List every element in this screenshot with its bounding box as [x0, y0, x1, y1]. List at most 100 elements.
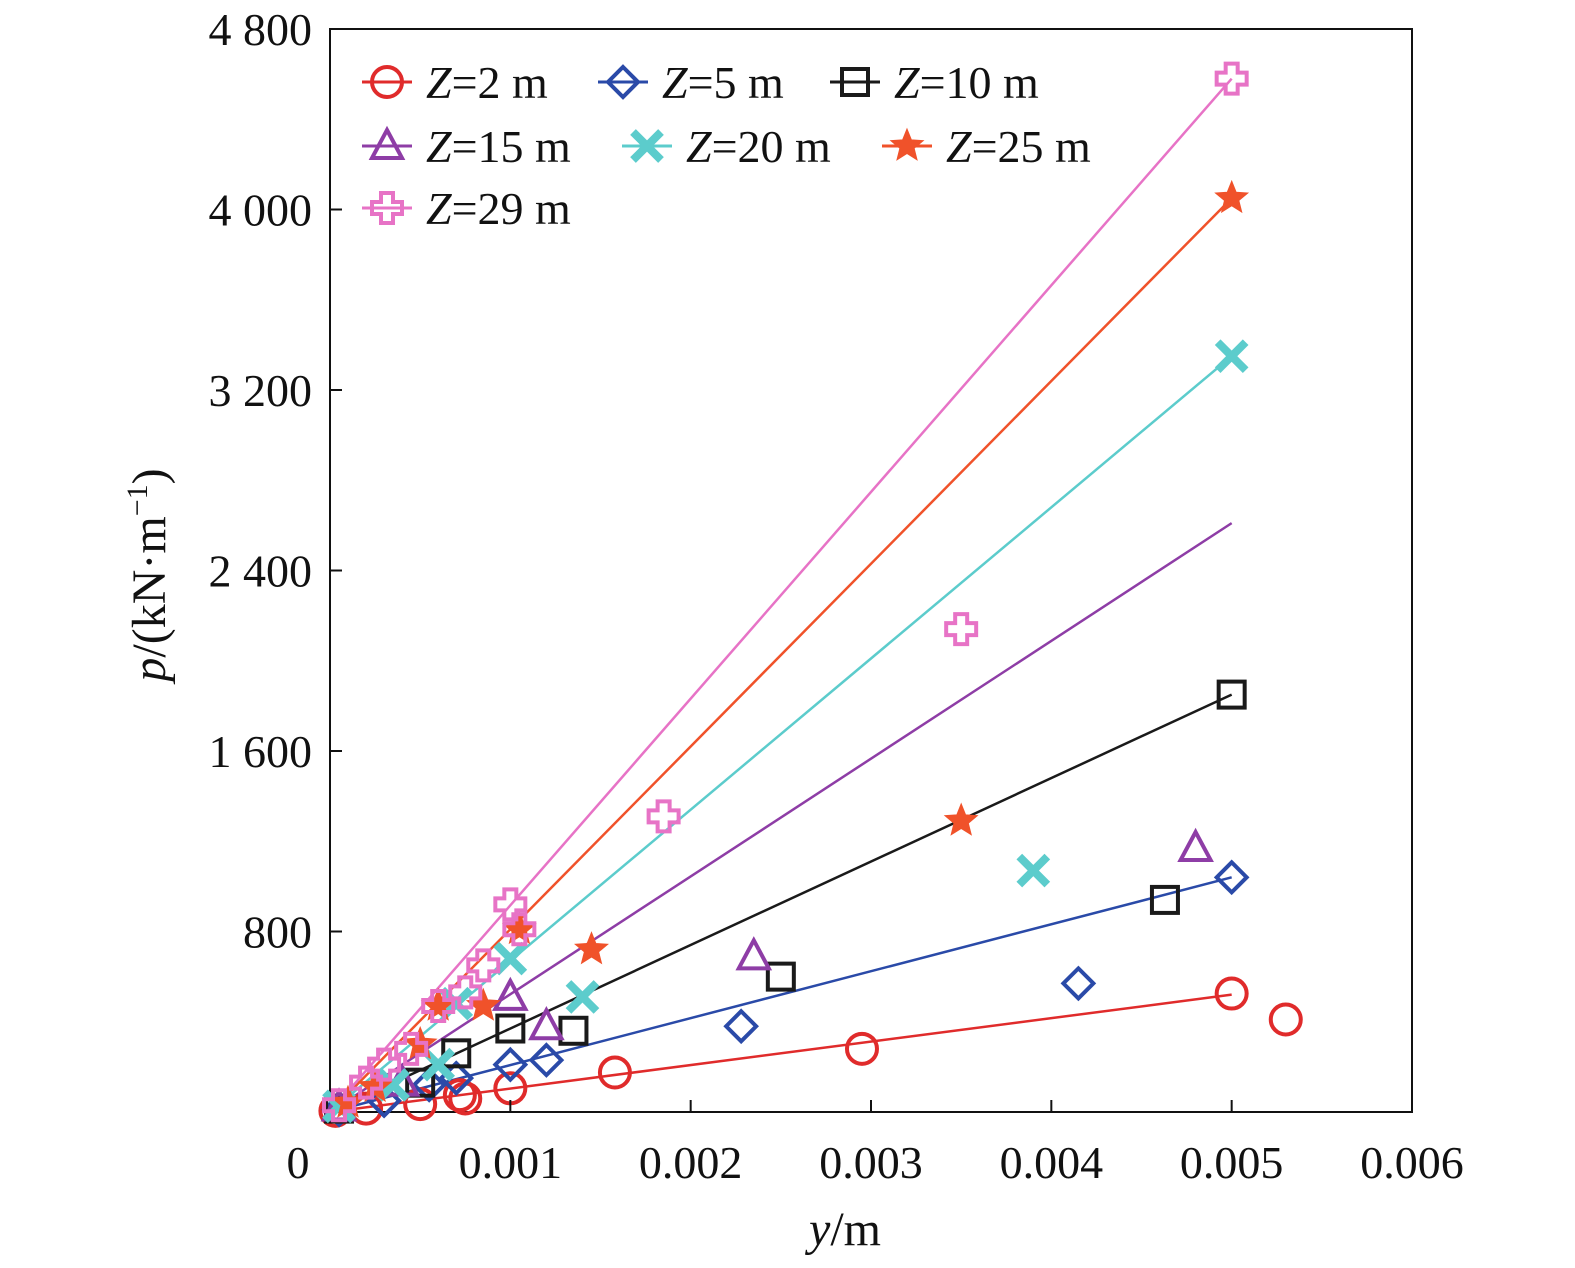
- data-point: [367, 1047, 402, 1082]
- legend-value: =10 m: [920, 57, 1039, 108]
- data-point: [646, 799, 681, 834]
- data-point: [493, 887, 528, 922]
- legend-marker: [889, 127, 925, 161]
- x-tick-label: 0.005: [1180, 1137, 1284, 1188]
- data-point: [528, 1042, 565, 1078]
- data-point: [357, 1068, 393, 1102]
- legend-value: =15 m: [452, 121, 571, 172]
- tick-labels: 0 0.001 0.002 0.003 0.004 0.005 0.006 800 1 600 2…: [209, 4, 1464, 1188]
- legend-var: Z: [662, 57, 688, 108]
- data-point: [441, 1038, 472, 1069]
- data-point: [844, 1031, 879, 1066]
- x-axis-var: y: [804, 1203, 831, 1256]
- legend-value: =2 m: [452, 57, 548, 108]
- legend-marker: [605, 64, 641, 100]
- series-line: [329, 197, 1233, 1113]
- y-axis-label: p/(kN·m−1): [121, 468, 176, 684]
- y-tick-label: 1 600: [209, 726, 313, 777]
- legend-label: Z=2 m: [426, 57, 548, 108]
- data-point: [1216, 679, 1247, 710]
- legend-value: =5 m: [688, 57, 784, 108]
- data-point: [943, 802, 979, 836]
- legend-marker: [840, 67, 870, 97]
- legend-var: Z: [686, 121, 712, 172]
- data-point: [421, 988, 456, 1023]
- x-tick-label: 0: [287, 1137, 310, 1188]
- legend-label: Z=29 m: [426, 183, 571, 234]
- data-point: [349, 1065, 384, 1100]
- legend-label: Z=10 m: [894, 57, 1039, 108]
- y-tick-label: 800: [243, 907, 312, 958]
- data-point: [1016, 853, 1051, 888]
- series-points: [318, 61, 1303, 1128]
- data-point: [1060, 965, 1097, 1002]
- y-axis-unit-close: ): [123, 468, 176, 484]
- legend-item: Z=2 m: [362, 57, 548, 108]
- y-tick-label: 2 400: [209, 546, 313, 597]
- legend-marker: [368, 125, 406, 160]
- legend-item: Z=10 m: [830, 57, 1039, 108]
- y-axis-unit-sup: −1: [121, 484, 154, 516]
- legend-marker: [370, 65, 404, 99]
- legend-item: Z=15 m: [362, 121, 571, 172]
- data-point: [448, 975, 483, 1010]
- series-line: [329, 693, 1233, 1114]
- data-point: [1214, 976, 1249, 1011]
- legend-item: Z=25 m: [882, 121, 1091, 172]
- legend-item: Z=5 m: [598, 57, 784, 108]
- data-point: [322, 1088, 357, 1123]
- legend-label: Z=25 m: [946, 121, 1091, 172]
- series-line: [329, 522, 1233, 1114]
- x-tick-label: 0.003: [819, 1137, 923, 1188]
- data-point: [597, 1055, 632, 1090]
- y-tick-label: 4 800: [209, 4, 313, 55]
- data-point: [528, 1006, 565, 1041]
- legend-label: Z=5 m: [662, 57, 784, 108]
- data-point: [492, 1046, 529, 1083]
- data-point: [558, 1015, 589, 1046]
- data-point: [1268, 1002, 1303, 1037]
- data-point: [491, 976, 529, 1011]
- data-point: [495, 1013, 526, 1044]
- y-tick-label: 4 000: [209, 185, 313, 236]
- legend-label: Z=20 m: [686, 121, 831, 172]
- series-line: [329, 876, 1232, 1114]
- data-point: [493, 941, 528, 976]
- x-tick-label: 0.006: [1360, 1137, 1464, 1188]
- data-point: [574, 931, 609, 965]
- legend: Z=2 m Z=5 m Z=10 mZ=15 m Z=20 m Z=25 mZ=29 m: [362, 57, 1091, 234]
- axis-ticks: [330, 208, 1233, 1112]
- y-axis-unit: /(kN·m: [123, 516, 176, 657]
- data-point: [735, 936, 773, 971]
- data-point: [1177, 827, 1214, 863]
- data-point: [1213, 859, 1250, 896]
- data-point: [1149, 884, 1180, 915]
- data-point: [565, 980, 600, 1014]
- legend-value: =25 m: [972, 121, 1091, 172]
- legend-item: Z=20 m: [622, 121, 831, 172]
- data-point: [765, 961, 796, 992]
- legend-value: =29 m: [452, 183, 571, 234]
- data-point: [442, 1078, 477, 1113]
- legend-item: Z=29 m: [362, 183, 571, 234]
- data-point: [466, 948, 501, 983]
- legend-label: Z=15 m: [426, 121, 571, 172]
- data-point: [501, 910, 537, 945]
- data-point: [411, 1067, 448, 1103]
- data-point: [1214, 339, 1249, 373]
- data-point: [723, 1008, 759, 1045]
- legend-var: Z: [426, 57, 452, 108]
- x-tick-label: 0.001: [459, 1137, 563, 1188]
- data-point: [394, 1031, 429, 1066]
- data-point: [502, 912, 537, 947]
- legend-var: Z: [894, 57, 920, 108]
- data-point: [944, 612, 979, 647]
- legend-var: Z: [426, 121, 452, 172]
- x-tick-label: 0.002: [639, 1137, 743, 1188]
- legend-var: Z: [426, 183, 452, 234]
- x-axis-label: y/m: [804, 1203, 881, 1256]
- data-point: [405, 1067, 436, 1098]
- data-point: [1214, 179, 1250, 214]
- y-tick-label: 3 200: [209, 365, 313, 416]
